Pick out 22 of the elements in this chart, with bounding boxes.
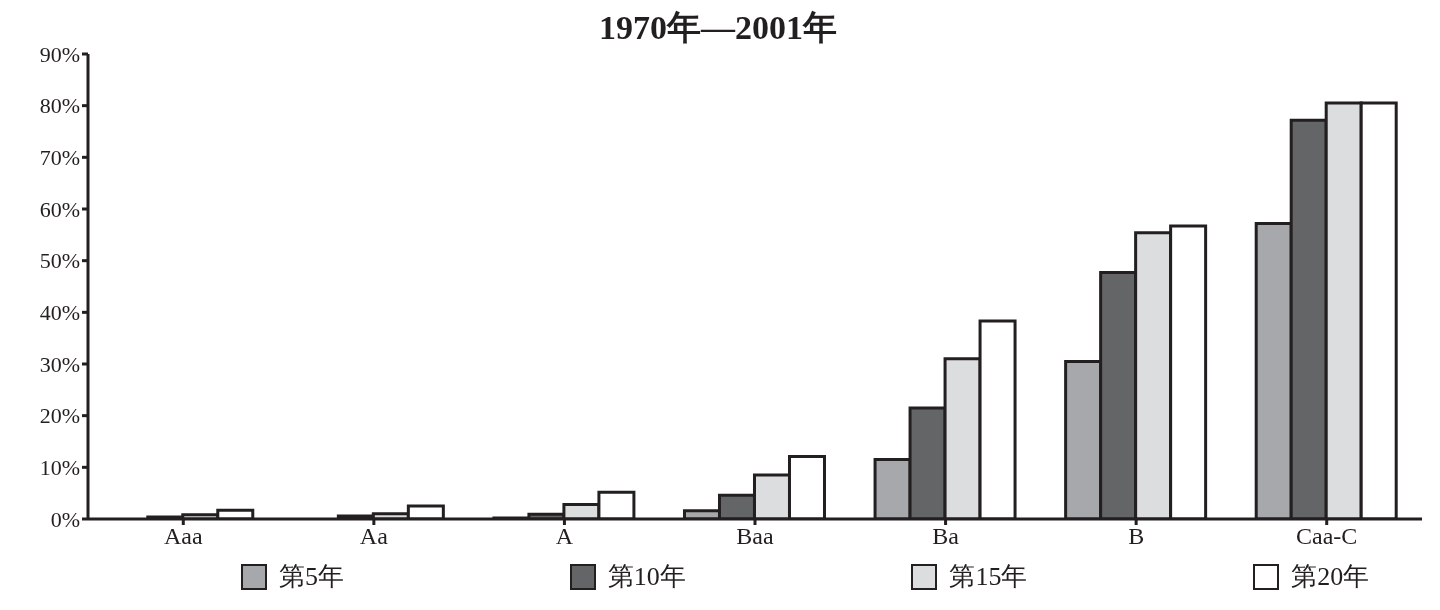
x-tick-label: A xyxy=(555,523,574,550)
x-tick-label: Baa xyxy=(736,523,774,550)
y-tick-label: 0% xyxy=(50,506,80,532)
chart-title: 1970年—2001年 xyxy=(599,9,837,46)
y-tick-label: 60% xyxy=(39,196,80,222)
y-tick-label: 10% xyxy=(39,455,80,481)
legend-label: 第20年 xyxy=(1291,561,1370,593)
y-tick-label: 50% xyxy=(39,248,80,274)
x-tick-label: Aa xyxy=(359,523,389,550)
x-tick-label: B xyxy=(1128,523,1145,550)
x-tick-label: Aaa xyxy=(163,523,203,550)
y-tick-label: 20% xyxy=(39,403,80,429)
y-tick-label: 80% xyxy=(39,93,80,119)
y-tick-label: 70% xyxy=(39,145,80,171)
x-tick-label: Ba xyxy=(932,523,960,550)
legend-label: 第15年 xyxy=(949,561,1028,593)
y-tick-label: 40% xyxy=(39,300,80,326)
legend-label: 第5年 xyxy=(278,561,344,593)
y-tick-label: 30% xyxy=(39,351,80,377)
y-tick-label: 90% xyxy=(39,41,80,67)
x-tick-label: Caa-C xyxy=(1296,523,1358,550)
legend-label: 第10年 xyxy=(607,561,686,593)
